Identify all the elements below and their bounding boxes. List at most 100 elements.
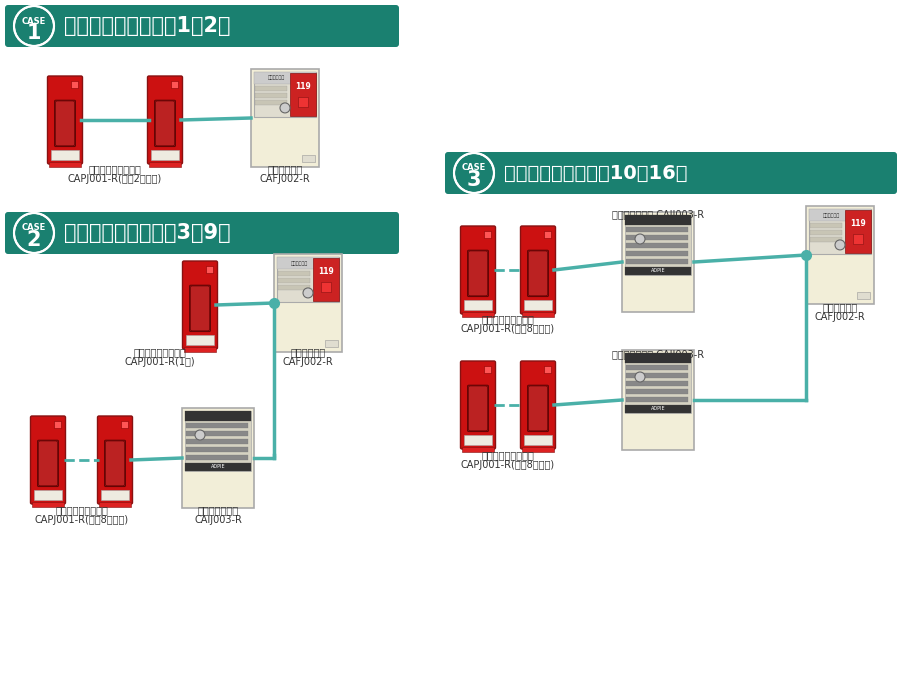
Bar — [625, 353, 691, 413]
Text: CAPJ001-R(最大8台まで): CAPJ001-R(最大8台まで) — [461, 324, 555, 334]
Bar — [186, 455, 248, 460]
Text: CAFJ002-R: CAFJ002-R — [260, 174, 310, 184]
Bar — [185, 411, 251, 421]
Bar — [484, 365, 491, 372]
Bar — [544, 365, 551, 372]
FancyBboxPatch shape — [528, 385, 548, 432]
FancyBboxPatch shape — [156, 101, 174, 146]
Bar — [321, 282, 331, 292]
FancyBboxPatch shape — [56, 101, 75, 146]
Text: 電話機増設装置 CAIJ003-R: 電話機増設装置 CAIJ003-R — [612, 350, 704, 360]
Bar — [290, 73, 316, 116]
Bar — [626, 381, 688, 386]
Bar — [625, 215, 691, 225]
Circle shape — [14, 213, 54, 253]
Text: CASE: CASE — [22, 224, 46, 233]
Text: CASE: CASE — [22, 17, 46, 26]
Text: 火災通報装置: 火災通報装置 — [290, 347, 325, 357]
Bar — [278, 271, 310, 276]
Bar — [857, 292, 870, 299]
Bar — [325, 340, 338, 347]
Bar — [524, 435, 552, 444]
Bar — [298, 97, 308, 107]
Bar — [32, 502, 64, 507]
Circle shape — [280, 103, 290, 113]
FancyBboxPatch shape — [155, 100, 175, 147]
Circle shape — [14, 6, 54, 46]
Bar — [186, 447, 248, 452]
Bar — [626, 259, 688, 264]
FancyBboxPatch shape — [521, 361, 556, 449]
Text: 119: 119 — [295, 82, 311, 91]
Bar — [625, 405, 691, 413]
Bar — [278, 285, 310, 290]
Text: CAPJ001-R(最大8台まで): CAPJ001-R(最大8台まで) — [35, 515, 129, 525]
Bar — [622, 212, 694, 312]
Bar — [626, 227, 688, 232]
Bar — [51, 149, 79, 159]
Circle shape — [454, 153, 494, 193]
Bar — [622, 350, 694, 450]
Bar — [54, 421, 61, 428]
Text: 3: 3 — [467, 170, 481, 190]
FancyBboxPatch shape — [31, 416, 66, 504]
Bar — [806, 206, 874, 304]
Bar — [255, 100, 287, 105]
Text: 火災通報専用電話機1～2台: 火災通報専用電話機1～2台 — [64, 16, 230, 36]
Text: 火災通報専用電話機3～9台: 火災通報専用電話機3～9台 — [64, 223, 231, 243]
FancyBboxPatch shape — [55, 100, 76, 147]
Bar — [302, 155, 315, 162]
Bar — [49, 161, 81, 167]
Bar — [277, 257, 339, 302]
Bar — [809, 209, 871, 254]
Bar — [182, 408, 254, 508]
Bar — [185, 411, 251, 471]
Text: 2: 2 — [27, 230, 41, 250]
FancyBboxPatch shape — [445, 152, 897, 194]
FancyBboxPatch shape — [460, 226, 495, 314]
Text: 電話機増設装置: 電話機増設装置 — [198, 505, 238, 515]
Bar — [626, 365, 688, 370]
Bar — [544, 230, 551, 237]
Text: ADPIE: ADPIE — [651, 268, 665, 273]
Bar — [464, 435, 492, 444]
Bar — [254, 72, 316, 84]
Text: 119: 119 — [850, 219, 866, 228]
Text: 119: 119 — [318, 266, 334, 275]
Bar — [853, 234, 863, 244]
FancyBboxPatch shape — [460, 361, 495, 449]
Bar — [464, 300, 492, 309]
Bar — [625, 353, 691, 363]
Bar — [186, 439, 248, 444]
Bar — [626, 397, 688, 402]
Text: ADPIE: ADPIE — [651, 406, 665, 412]
FancyBboxPatch shape — [467, 250, 488, 297]
Text: CAPJ001-R(最大2台まで): CAPJ001-R(最大2台まで) — [68, 174, 162, 184]
Bar — [101, 489, 129, 500]
Bar — [151, 149, 179, 159]
Bar — [274, 254, 342, 352]
FancyBboxPatch shape — [48, 76, 83, 164]
Circle shape — [195, 430, 205, 440]
FancyBboxPatch shape — [468, 386, 487, 431]
Bar — [625, 215, 691, 275]
Bar — [810, 237, 842, 242]
FancyBboxPatch shape — [147, 76, 182, 164]
FancyBboxPatch shape — [5, 5, 399, 47]
Bar — [186, 431, 248, 436]
FancyBboxPatch shape — [529, 386, 547, 431]
FancyBboxPatch shape — [182, 261, 218, 349]
Bar — [34, 489, 62, 500]
Text: 火災通報専用電話機: 火災通報専用電話機 — [482, 314, 534, 324]
FancyBboxPatch shape — [104, 440, 126, 486]
Bar — [809, 209, 871, 221]
FancyBboxPatch shape — [97, 416, 132, 504]
Bar — [810, 230, 842, 235]
Text: ADPIE: ADPIE — [210, 464, 226, 469]
Bar — [626, 243, 688, 248]
Bar — [184, 347, 216, 352]
Bar — [626, 251, 688, 256]
FancyBboxPatch shape — [521, 226, 556, 314]
FancyBboxPatch shape — [468, 251, 487, 295]
Text: CASE: CASE — [462, 163, 486, 172]
